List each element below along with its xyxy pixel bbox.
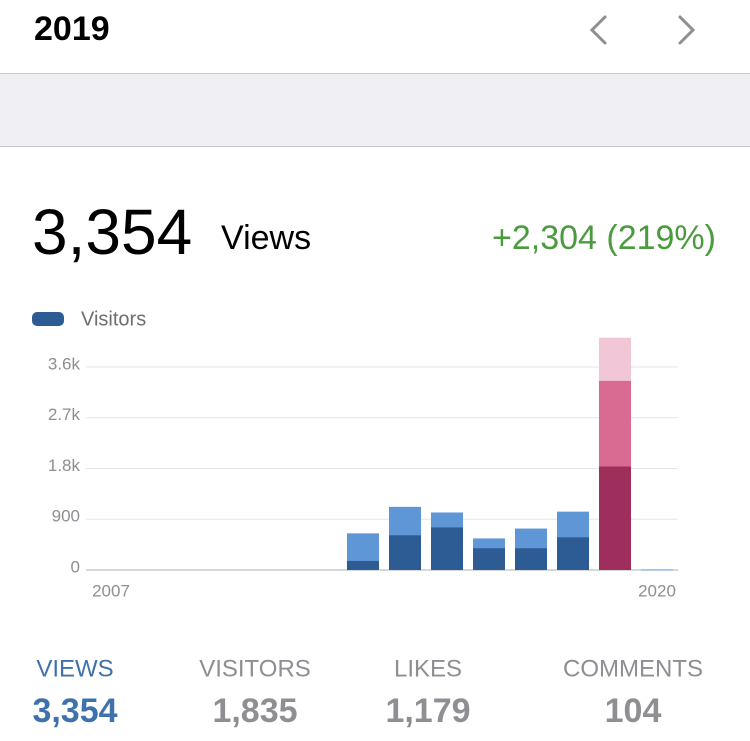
- summary-value: 3,354: [32, 196, 192, 268]
- tab-label[interactable]: VISITORS: [199, 655, 311, 682]
- tab-label[interactable]: LIKES: [394, 655, 462, 682]
- period-title: 2019: [34, 10, 110, 48]
- bar: [431, 527, 463, 570]
- tab-value[interactable]: 1,179: [385, 692, 470, 730]
- y-tick-label: 0: [71, 557, 80, 576]
- x-tick-label: 2020: [638, 581, 676, 600]
- tab-value[interactable]: 1,835: [212, 692, 297, 730]
- legend-label: Visitors: [81, 308, 146, 330]
- spacer-band: [0, 73, 750, 147]
- summary-label: Views: [221, 219, 311, 257]
- legend-swatch: [32, 312, 64, 326]
- tab-label[interactable]: COMMENTS: [563, 655, 703, 682]
- x-tick-label: 2007: [92, 581, 130, 600]
- tab-value[interactable]: 104: [605, 692, 662, 730]
- next-button[interactable]: [678, 15, 696, 45]
- tab-label[interactable]: VIEWS: [36, 655, 113, 682]
- bar: [389, 535, 421, 570]
- y-tick-label: 2.7k: [48, 405, 81, 424]
- tab-value[interactable]: 3,354: [32, 692, 117, 730]
- y-tick-label: 1.8k: [48, 456, 81, 475]
- bar: [557, 537, 589, 570]
- y-tick-label: 3.6k: [48, 354, 81, 373]
- bar: [515, 548, 547, 570]
- prev-button[interactable]: [589, 15, 607, 45]
- summary-change: +2,304 (219%): [492, 219, 716, 257]
- bar: [347, 560, 379, 570]
- bar: [473, 548, 505, 570]
- y-tick-label: 900: [52, 507, 80, 526]
- bar: [641, 569, 673, 571]
- bar: [599, 466, 631, 570]
